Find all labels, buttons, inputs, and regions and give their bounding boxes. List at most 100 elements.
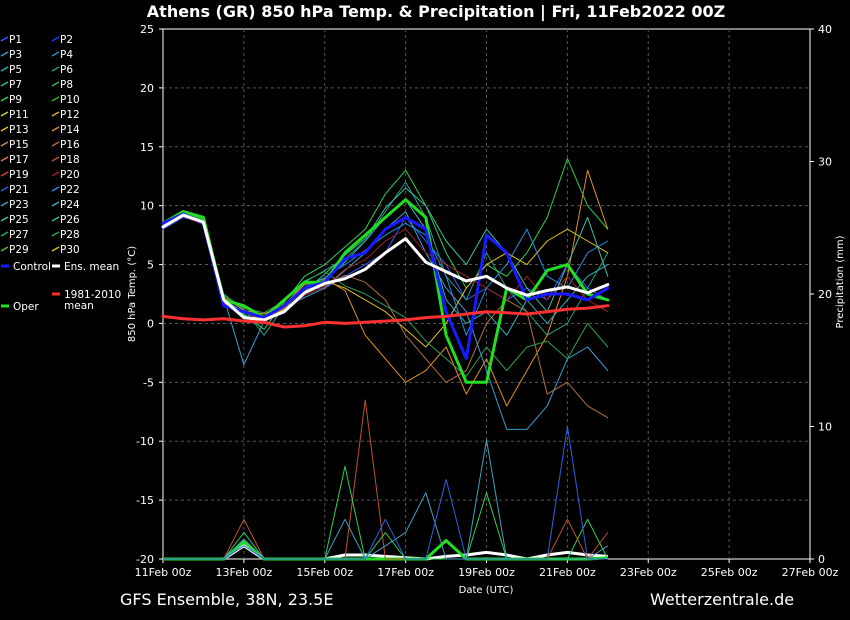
temp-line-oper [161, 198, 610, 384]
legend-label: P21 [9, 184, 29, 196]
legend-swatch [0, 171, 9, 177]
legend-swatch [0, 51, 9, 57]
temp-line-1981-2010-mean [161, 304, 610, 329]
x-axis: 11Feb 00z 13Feb 00z 15Feb 00z 17Feb 00z 19Fe… [135, 559, 839, 579]
legend-label: Control [13, 261, 51, 273]
legend-label: 1981-2010 mean [64, 289, 121, 312]
y-tick-label: -15 [136, 494, 154, 507]
legend-swatch [51, 51, 60, 57]
y2-axis-label: Precipitation (mm) [835, 235, 846, 328]
legend-swatch [51, 81, 60, 87]
y-axis: 25 20 15 10 5 0 -5 -10 -15 -20 [136, 23, 163, 566]
y2-tick-label: 0 [818, 553, 825, 566]
legend-label: P10 [60, 94, 80, 106]
x-tick-label: 27Feb 00z [782, 566, 839, 579]
legend-swatch [51, 231, 60, 237]
legend-label: P4 [60, 49, 73, 61]
x-tick-label: 13Feb 00z [216, 566, 273, 579]
y-tick-label: 5 [147, 259, 154, 272]
legend-label: P16 [60, 139, 80, 151]
legend-swatch [51, 246, 60, 252]
legend-swatch [0, 246, 9, 252]
y-axis-label: 850 hPa Temp. (°C) [127, 246, 138, 342]
legend-swatch [51, 141, 60, 147]
y-tick-label: 0 [147, 317, 154, 330]
legend-swatch [0, 141, 9, 147]
legend-swatch [51, 216, 60, 222]
legend-swatch [51, 156, 60, 162]
x-tick-label: 17Feb 00z [377, 566, 434, 579]
legend-label: P14 [60, 124, 80, 136]
legend-label: P12 [60, 109, 80, 121]
legend-swatch [51, 96, 60, 102]
legend-label: P18 [60, 154, 80, 166]
y2-axis: 40 30 20 10 0 [810, 23, 832, 566]
precipitation-series [163, 399, 609, 561]
legend-swatch [0, 66, 9, 72]
legend-label: P8 [60, 79, 73, 91]
legend: P1 P2 P3 P4 P5 P6 P7 P8 P9 P10 P11 P12 P13 P14 P15 P16 P… [0, 34, 121, 313]
legend-swatch [51, 66, 60, 72]
legend-label: P9 [9, 94, 22, 106]
temperature-series [161, 158, 610, 430]
chart-title: Athens (GR) 850 hPa Temp. & Precipitatio… [147, 2, 725, 22]
x-axis-label: Date (UTC) [459, 585, 514, 596]
legend-label: P22 [60, 184, 80, 196]
legend-swatch [0, 186, 9, 192]
x-tick-label: 23Feb 00z [620, 566, 677, 579]
legend-swatch [0, 36, 9, 42]
legend-swatch [51, 111, 60, 117]
legend-label: P5 [9, 64, 22, 76]
y-tick-label: 25 [140, 23, 154, 36]
legend-label: P19 [9, 169, 29, 181]
y-tick-label: 10 [140, 200, 154, 213]
legend-swatch [51, 126, 60, 132]
x-tick-label: 21Feb 00z [539, 566, 596, 579]
x-tick-label: 11Feb 00z [135, 566, 192, 579]
legend-label: P7 [9, 79, 22, 91]
legend-label: P17 [9, 154, 29, 166]
legend-swatch [0, 231, 9, 237]
temp-line-ens-mean [161, 213, 610, 322]
legend-label: P11 [9, 109, 29, 121]
y-tick-label: 20 [140, 82, 154, 95]
legend-swatch [0, 96, 9, 102]
legend-swatch [51, 201, 60, 207]
legend-label: P29 [9, 244, 29, 256]
y2-tick-label: 20 [818, 288, 832, 301]
y-tick-label: -10 [136, 435, 154, 448]
legend-swatch [0, 126, 9, 132]
y-tick-label: -20 [136, 553, 154, 566]
legend-swatch [51, 186, 60, 192]
legend-label: P26 [60, 214, 80, 226]
legend-label: P30 [60, 244, 80, 256]
footer-source: Wetterzentrale.de [650, 590, 794, 609]
legend-swatch [0, 156, 9, 162]
legend-swatch [51, 171, 60, 177]
y2-tick-label: 40 [818, 23, 832, 36]
y-tick-label: -5 [143, 376, 154, 389]
legend-label: P13 [9, 124, 29, 136]
legend-swatch [0, 81, 9, 87]
legend-label: P3 [9, 49, 22, 61]
legend-label: P28 [60, 229, 80, 241]
legend-label: P25 [9, 214, 29, 226]
legend-label: P24 [60, 199, 80, 211]
footer-model: GFS Ensemble, 38N, 23.5E [120, 590, 333, 609]
x-tick-label: 15Feb 00z [296, 566, 353, 579]
legend-label: P6 [60, 64, 73, 76]
legend-swatch [51, 36, 60, 42]
legend-label: P15 [9, 139, 29, 151]
temp-line-p14 [162, 169, 609, 407]
legend-label: Ens. mean [64, 261, 119, 273]
legend-label: P27 [9, 229, 29, 241]
y2-tick-label: 30 [818, 156, 832, 169]
precip-line-p21 [163, 426, 608, 560]
legend-label: P1 [9, 34, 22, 46]
legend-swatch [0, 111, 9, 117]
x-tick-label: 19Feb 00z [458, 566, 515, 579]
legend-label: P2 [60, 34, 73, 46]
legend-swatch [0, 216, 9, 222]
x-tick-label: 25Feb 00z [701, 566, 758, 579]
